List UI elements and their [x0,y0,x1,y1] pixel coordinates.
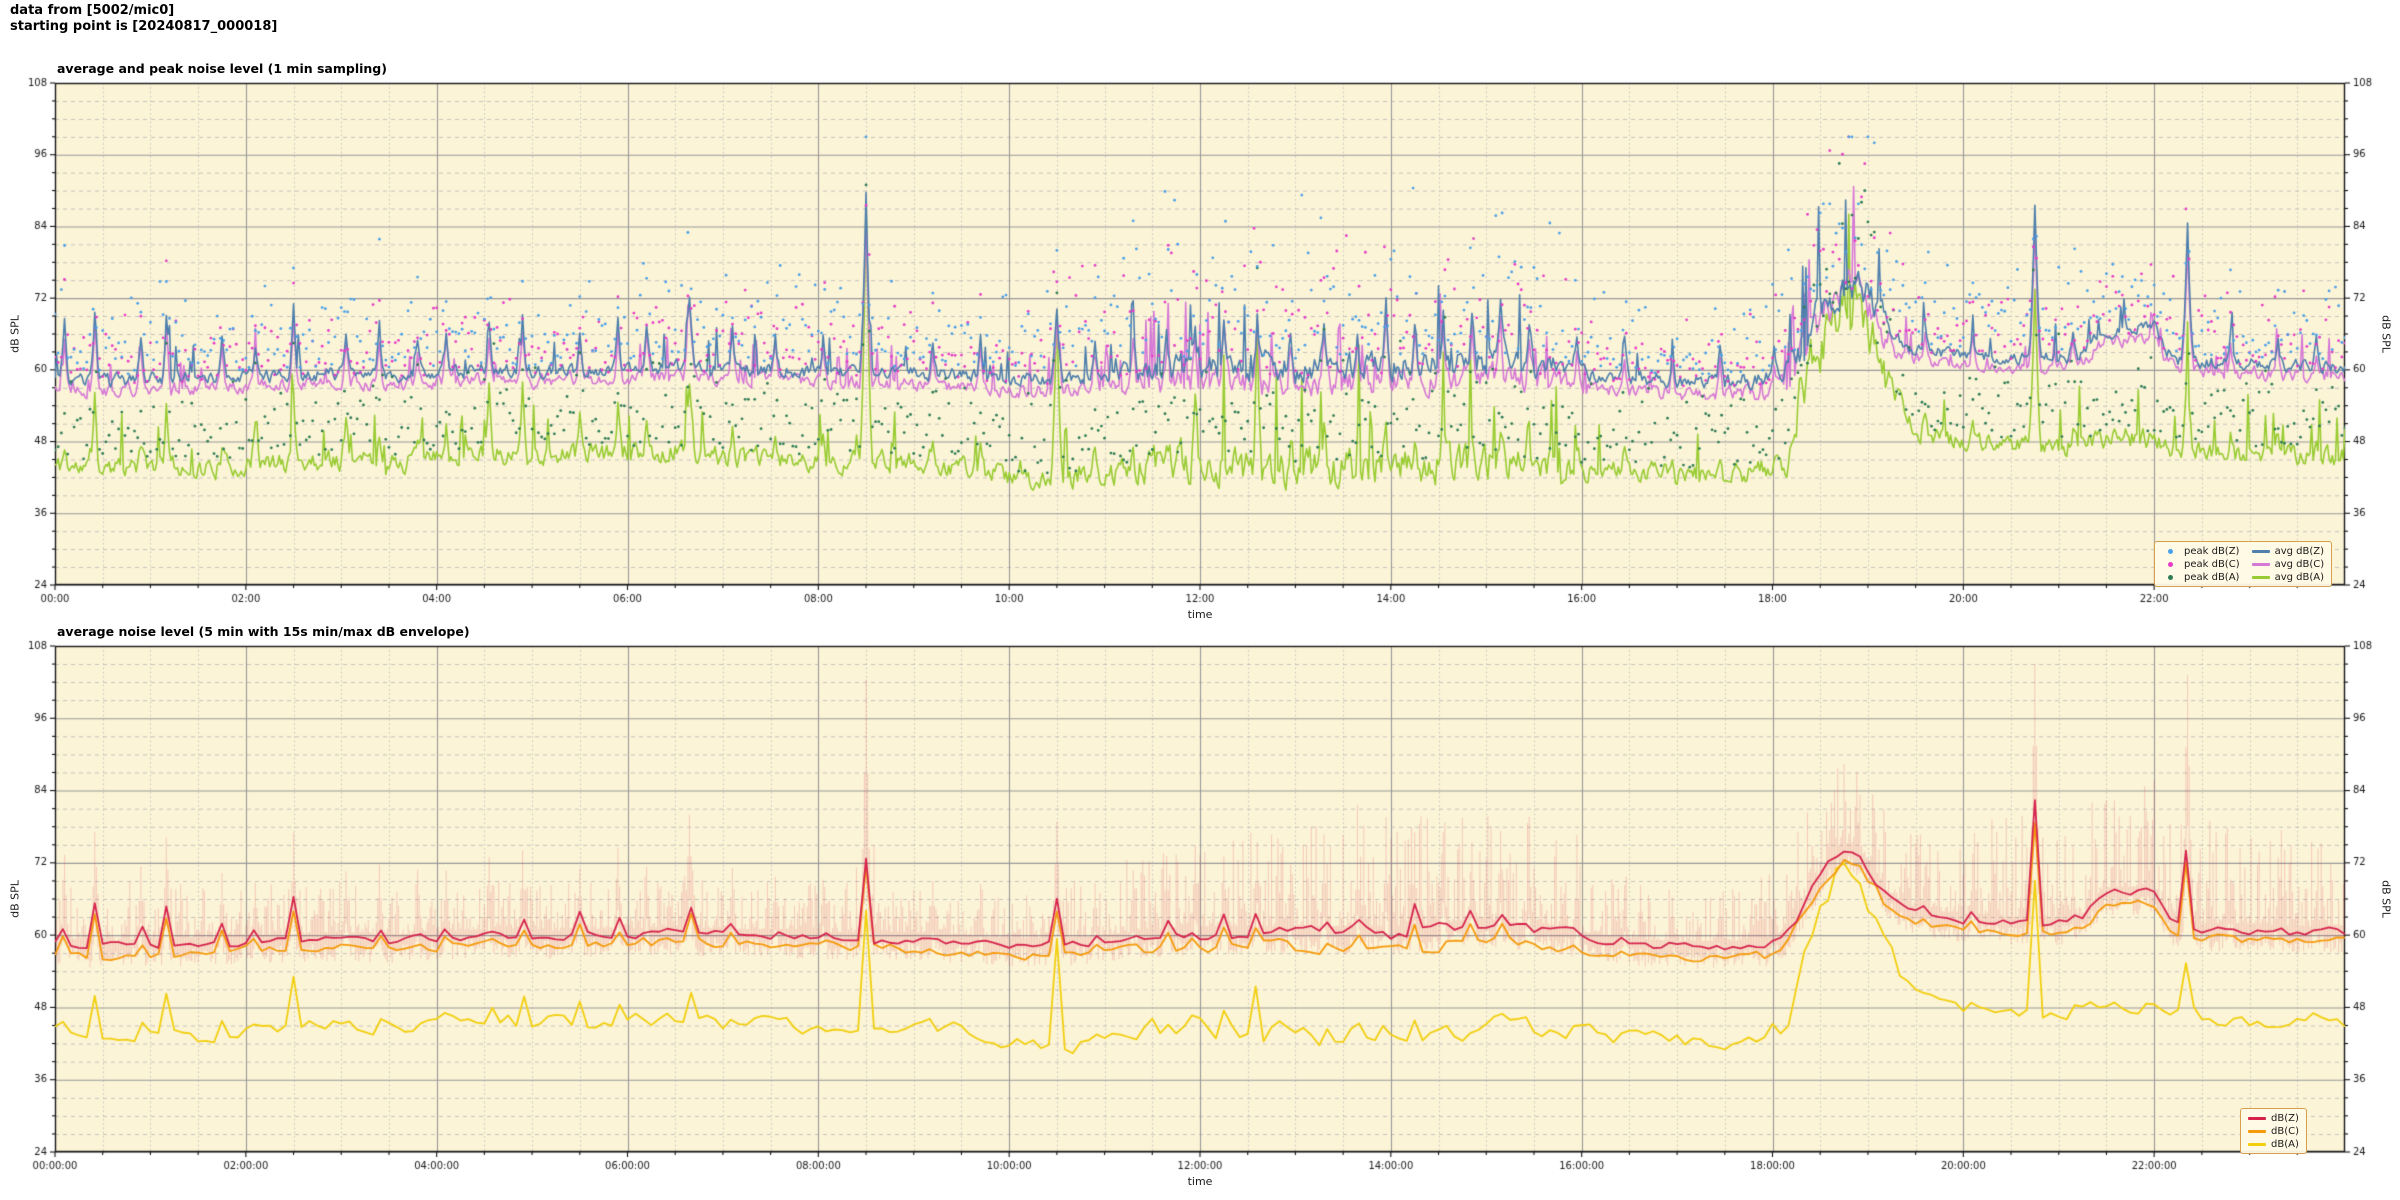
legend-entry: peak dB(A) [2162,572,2240,583]
legend-label: avg dB(A) [2274,571,2325,583]
header-data-source: data from [5002/mic0] [10,3,175,18]
legend-label: peak dB(C) [2184,558,2240,570]
legend-dot-swatch [2168,561,2173,567]
legend-entry: dB(A) [2248,1139,2299,1150]
legend-label: avg dB(Z) [2274,545,2325,557]
legend-line-swatch [2248,1129,2266,1133]
top-chart-title: average and peak noise level (1 min samp… [57,61,387,76]
legend-entry: avg dB(A) [2251,571,2325,583]
legend-entry: peak dB(Z) [2162,546,2240,557]
legend-entry: peak dB(C) [2162,559,2240,570]
legend-line-swatch [2251,562,2270,566]
legend-dot-swatch [2168,548,2173,554]
bottom-chart-title: average noise level (5 min with 15s min/… [57,624,470,639]
legend-label: dB(Z) [2271,1112,2299,1124]
header-starting-point: starting point is [20240817_000018] [10,19,278,34]
legend-entry: dB(Z) [2248,1113,2299,1124]
legend-entry: avg dB(Z) [2251,545,2325,557]
top-chart-ylabel-left: dB SPL [8,315,22,353]
bottom-chart-xlabel: time [1187,1175,1213,1188]
bottom-chart-ylabel-right: dB SPL [2379,880,2393,918]
legend-line-swatch [2248,1116,2266,1120]
legend-line-swatch [2251,549,2270,553]
legend-label: avg dB(C) [2274,558,2325,570]
legend-label: dB(A) [2271,1138,2299,1150]
top-chart-ylabel-right: dB SPL [2379,315,2393,353]
legend-label: dB(C) [2271,1125,2299,1137]
top-chart-legend: peak dB(Z) avg dB(Z) peak dB(C) avg dB(C) pe… [2154,541,2333,587]
legend-entry: avg dB(C) [2251,558,2325,570]
legend-dot-swatch [2168,574,2173,580]
legend-label: peak dB(Z) [2184,545,2240,557]
bottom-chart-legend: dB(Z) dB(C) dB(A) [2240,1108,2307,1154]
legend-label: peak dB(A) [2184,571,2240,583]
legend-entry: dB(C) [2248,1126,2299,1137]
top-chart-xlabel: time [1187,608,1213,621]
legend-line-swatch [2248,1142,2266,1146]
legend-line-swatch [2251,575,2270,579]
bottom-chart-ylabel-left: dB SPL [8,880,22,918]
